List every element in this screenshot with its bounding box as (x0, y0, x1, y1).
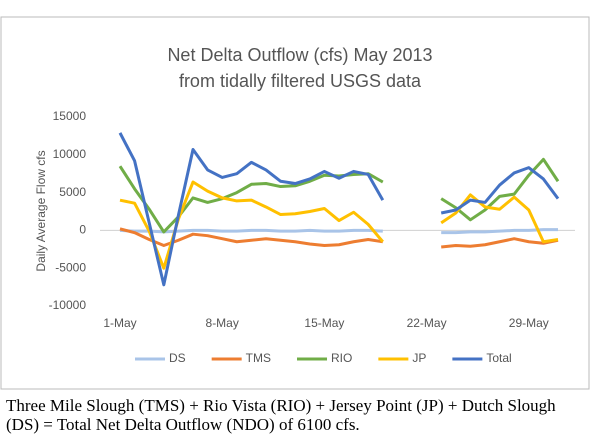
y-tick-label: 10000 (53, 147, 87, 161)
footnote: Three Mile Slough (TMS) + Rio Vista (RIO… (6, 396, 556, 434)
y-axis-label: Daily Average Flow cfs (34, 150, 48, 271)
x-tick-label: 8-May (206, 316, 239, 330)
chart-title: Net Delta Outflow (cfs) May 2013 (167, 45, 432, 65)
chart-subtitle: from tidally filtered USGS data (179, 71, 422, 91)
legend-label: JP (412, 351, 426, 365)
x-tick-label: 1-May (103, 316, 136, 330)
series-line (119, 227, 559, 249)
series-line (119, 228, 558, 235)
y-tick-label: 5000 (59, 185, 86, 199)
legend-label: DS (169, 351, 186, 365)
y-tick-label: 15000 (53, 109, 87, 123)
x-tick-label: 29-May (509, 316, 549, 330)
chart: Net Delta Outflow (cfs) May 2013 from ti… (0, 16, 590, 390)
series-line (118, 132, 560, 287)
x-tick-label: 22-May (407, 316, 447, 330)
legend-label: RIO (331, 351, 352, 365)
legend-label: TMS (246, 351, 271, 365)
y-tick-label: 0 (79, 223, 86, 237)
page: Net Delta Outflow (cfs) May 2013 from ti… (0, 16, 591, 444)
series-line (118, 157, 560, 234)
y-tick-label: -5000 (55, 260, 86, 274)
legend-label: Total (486, 351, 511, 365)
y-tick-label: -10000 (49, 298, 87, 312)
x-tick-label: 15-May (304, 316, 344, 330)
